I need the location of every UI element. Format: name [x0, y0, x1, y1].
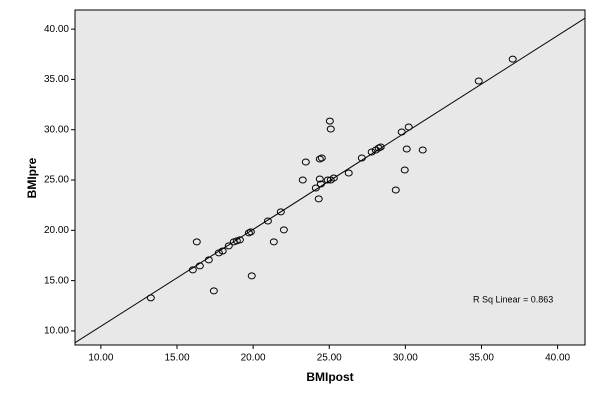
point	[404, 123, 413, 131]
point	[279, 226, 288, 234]
point	[146, 294, 155, 302]
point	[316, 180, 325, 188]
point	[315, 175, 324, 183]
point	[474, 77, 483, 85]
point	[314, 195, 323, 203]
point	[244, 229, 253, 237]
x-tick-label: 15.00	[164, 353, 189, 364]
point	[188, 266, 197, 274]
fit-line	[75, 17, 585, 344]
point	[329, 174, 338, 182]
x-tick-label: 40.00	[545, 353, 570, 364]
point	[400, 166, 409, 174]
point	[508, 55, 517, 63]
y-tick-label: 15.00	[44, 275, 69, 286]
point	[317, 154, 326, 162]
x-axis-title: BMIpost	[306, 370, 353, 384]
x-tick-label: 30.00	[393, 353, 418, 364]
point	[344, 169, 353, 177]
point	[376, 143, 385, 151]
point	[209, 287, 218, 295]
point	[235, 236, 244, 244]
point	[195, 262, 204, 270]
point	[367, 148, 376, 156]
point	[325, 117, 334, 125]
x-tick-label: 25.00	[317, 353, 342, 364]
y-tick-label: 40.00	[44, 24, 69, 35]
point	[374, 144, 383, 152]
point	[391, 186, 400, 194]
point	[315, 155, 324, 163]
point	[204, 256, 213, 264]
y-tick-label: 25.00	[44, 175, 69, 186]
point	[263, 217, 272, 225]
point	[326, 125, 335, 133]
x-tick-label: 20.00	[241, 353, 266, 364]
point	[418, 146, 427, 154]
point	[246, 228, 255, 236]
point	[397, 128, 406, 136]
point	[276, 208, 285, 216]
point	[247, 272, 256, 280]
annotation: R Sq Linear = 0.863	[473, 294, 553, 304]
point	[192, 238, 201, 246]
point	[298, 176, 307, 184]
x-tick-label: 10.00	[88, 353, 113, 364]
point	[218, 247, 227, 255]
point	[402, 145, 411, 153]
y-tick-label: 30.00	[44, 124, 69, 135]
point	[224, 242, 233, 250]
y-tick-label: 35.00	[44, 74, 69, 85]
point	[301, 158, 310, 166]
point	[269, 238, 278, 246]
y-tick-label: 10.00	[44, 326, 69, 337]
point	[311, 184, 320, 192]
point	[357, 154, 366, 162]
x-tick-label: 35.00	[469, 353, 494, 364]
y-axis-title: BMIpre	[25, 157, 39, 198]
y-tick-label: 20.00	[44, 225, 69, 236]
